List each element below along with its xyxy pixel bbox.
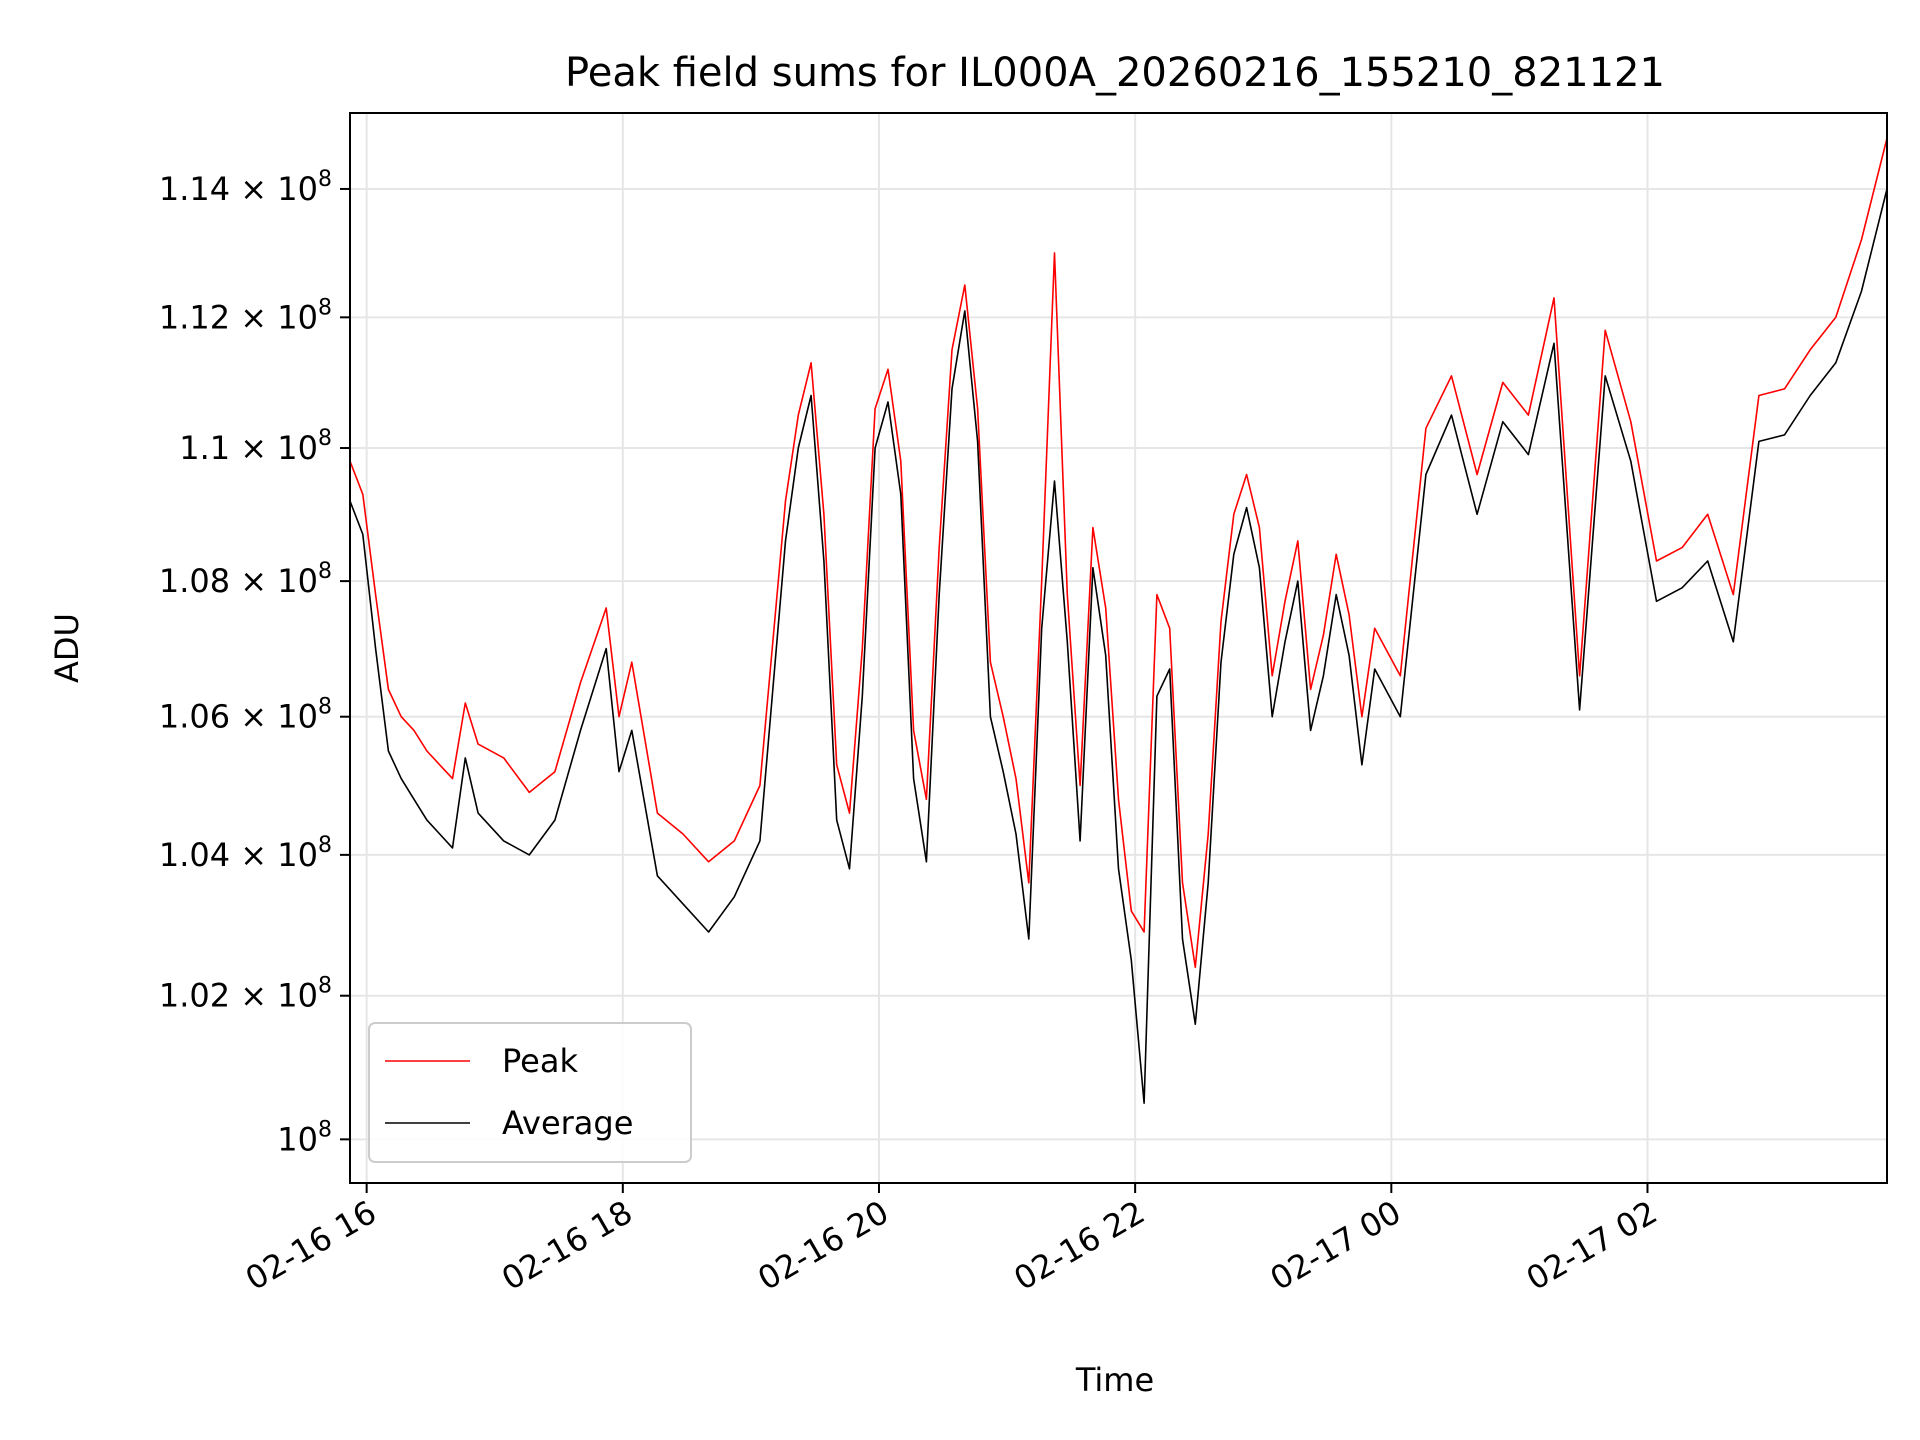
y-tick-label: 1.04 × 108: [159, 833, 332, 874]
y-tick-label: 1.14 × 108: [159, 167, 332, 208]
y-tick-label-base: 1.06 × 10: [159, 698, 318, 736]
legend-peak-label: Peak: [502, 1042, 578, 1080]
grid: [350, 113, 1887, 1183]
series-line-peak: [350, 138, 1887, 969]
plot-frame: [349, 112, 1888, 1184]
y-tick-label: 108: [277, 1117, 332, 1158]
y-tick-label-base: 1.08 × 10: [159, 562, 318, 600]
series-layer: [350, 138, 1887, 1104]
legend-average-label: Average: [502, 1104, 633, 1142]
y-tick-label-base: 1.1 × 10: [179, 429, 318, 467]
y-tick-label: 1.1 × 108: [179, 426, 332, 467]
y-tick-label-exponent: 8: [318, 695, 332, 720]
y-tick-label-base: 1.04 × 10: [159, 836, 318, 874]
chart-title: Peak field sums for IL000A_20260216_1552…: [565, 50, 1665, 96]
y-tick-label-exponent: 8: [318, 1117, 332, 1142]
x-axis-label: Time: [1075, 1361, 1154, 1399]
legend-box: [368, 1022, 692, 1163]
legend: Peak Average: [368, 1022, 692, 1163]
y-tick-label-exponent: 8: [318, 833, 332, 858]
y-axis-label: ADU: [48, 613, 86, 683]
y-tick-label: 1.06 × 108: [159, 695, 332, 736]
y-tick-label-base: 1.12 × 10: [159, 298, 318, 336]
y-tick-label-base: 1.14 × 10: [159, 170, 318, 208]
y-tick-label-exponent: 8: [318, 295, 332, 320]
y-tick-label-base: 1.02 × 10: [159, 977, 318, 1015]
y-tick-label-exponent: 8: [318, 426, 332, 451]
y-tick-label-exponent: 8: [318, 559, 332, 584]
y-tick-label: 1.02 × 108: [159, 974, 332, 1015]
y-tick-label: 1.08 × 108: [159, 559, 332, 600]
y-tick-label-base: 10: [277, 1120, 318, 1158]
y-tick-label-exponent: 8: [318, 974, 332, 999]
series-line-average: [350, 188, 1887, 1104]
y-tick-label-exponent: 8: [318, 167, 332, 192]
y-tick-label: 1.12 × 108: [159, 295, 332, 336]
